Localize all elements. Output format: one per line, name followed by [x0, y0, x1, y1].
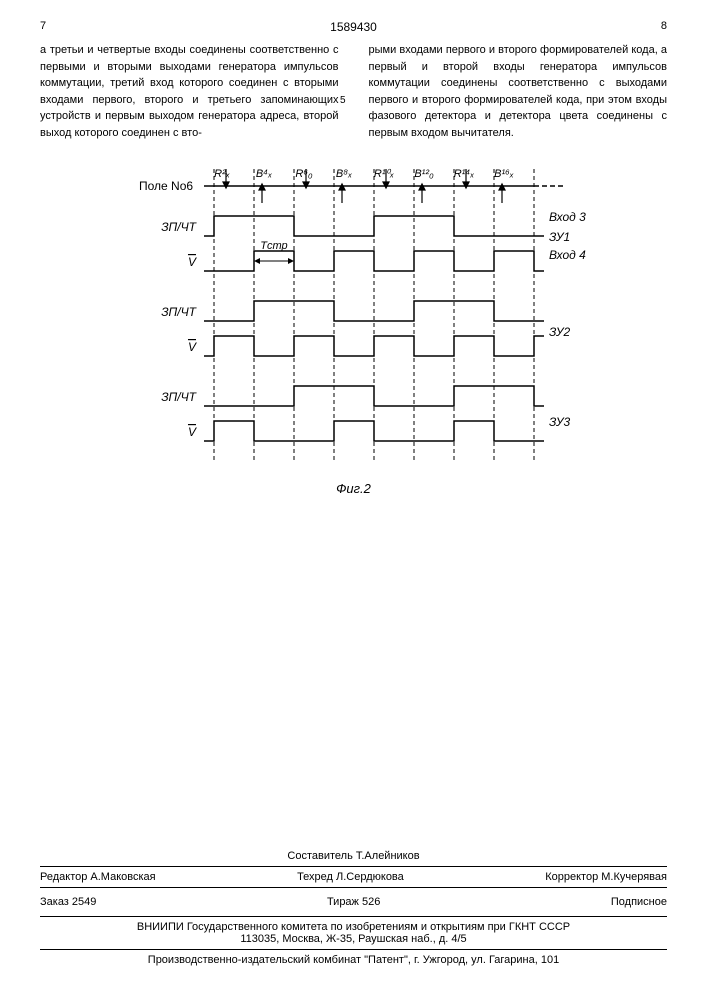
- svg-text:V: V: [187, 425, 196, 439]
- margin-line-number: 5: [340, 95, 346, 106]
- svg-text:ЗП/ЧТ: ЗП/ЧТ: [161, 220, 197, 234]
- credits-row-1: Редактор А.Маковская Техред Л.Сердюкова …: [40, 866, 667, 888]
- field-label: Поле No6: [139, 179, 193, 193]
- svg-text:R¹⁴ₓ: R¹⁴ₓ: [453, 168, 474, 180]
- org-name: ВНИИПИ Государственного комитета по изоб…: [40, 921, 667, 933]
- org-addr: 113035, Москва, Ж-35, Раушская наб., д. …: [40, 933, 667, 945]
- circulation: Тираж 526: [327, 896, 380, 908]
- header-row: 7 1589430 8: [40, 20, 667, 34]
- svg-text:ЗУ2: ЗУ2: [549, 325, 570, 339]
- svg-text:R²ₓ: R²ₓ: [214, 168, 230, 180]
- svg-text:B⁴ₓ: B⁴ₓ: [255, 168, 271, 180]
- credits-row-2: Заказ 2549 Тираж 526 Подписное: [40, 888, 667, 917]
- footer-block: Составитель Т.Алейников Редактор А.Маков…: [40, 850, 667, 970]
- svg-text:B¹²₀: B¹²₀: [414, 168, 434, 180]
- org-info: ВНИИПИ Государственного комитета по изоб…: [40, 917, 667, 950]
- svg-text:Вход 4: Вход 4: [549, 248, 586, 262]
- svg-text:R¹⁰ₓ: R¹⁰ₓ: [373, 168, 393, 180]
- page: 7 1589430 8 а третьи и четвертые входы с…: [0, 0, 707, 1000]
- editor-credit: Редактор А.Маковская: [40, 871, 156, 883]
- svg-text:R⁶₀: R⁶₀: [295, 168, 313, 180]
- svg-text:Tстр: Tстр: [260, 240, 287, 252]
- text-columns: а третьи и четвертые входы соединены соо…: [40, 42, 667, 141]
- left-column: а третьи и четвертые входы соединены соо…: [40, 42, 339, 141]
- order-num: Заказ 2549: [40, 896, 96, 908]
- svg-text:V: V: [187, 255, 196, 269]
- page-num-right: 8: [661, 20, 667, 34]
- doc-number: 1589430: [46, 20, 661, 34]
- svg-text:B⁸ₓ: B⁸ₓ: [335, 168, 351, 180]
- production-info: Производственно-издательский комбинат "П…: [40, 950, 667, 970]
- svg-text:Вход 3: Вход 3: [549, 210, 586, 224]
- svg-text:ЗУ1: ЗУ1: [549, 230, 570, 244]
- svg-text:ЗП/ЧТ: ЗП/ЧТ: [161, 390, 197, 404]
- subscription: Подписное: [611, 896, 667, 908]
- svg-text:ЗУ3: ЗУ3: [549, 415, 570, 429]
- timing-diagram: Поле No6 R²ₓ B⁴ₓ R⁶₀ B⁸ₓ R¹⁰ₓ B¹²₀: [104, 161, 604, 471]
- svg-text:ЗП/ЧТ: ЗП/ЧТ: [161, 305, 197, 319]
- corrector-credit: Корректор М.Кучерявая: [545, 871, 667, 883]
- tehred-credit: Техред Л.Сердюкова: [297, 871, 404, 883]
- right-column: рыми входами первого и второго формирова…: [369, 42, 668, 141]
- figure-caption: Фиг.2: [40, 481, 667, 496]
- svg-text:V: V: [187, 340, 196, 354]
- svg-text:B¹⁶ₓ: B¹⁶ₓ: [494, 168, 514, 180]
- compiler-credit: Составитель Т.Алейников: [40, 850, 667, 866]
